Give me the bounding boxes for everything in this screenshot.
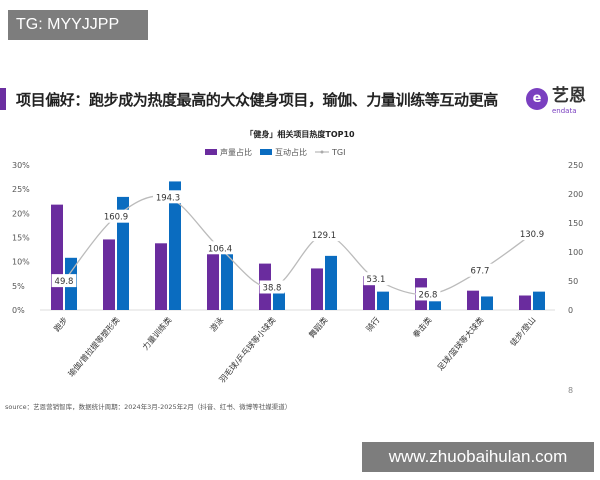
legend-marker-tgi [321, 151, 324, 154]
legend-label: 声量占比 [220, 147, 252, 157]
tgi-data-label: 38.8 [263, 283, 282, 293]
x-axis-category-label: 舞蹈类 [306, 315, 329, 340]
left-axis-tick: 15% [12, 234, 30, 243]
source-note: source：艺恩营销智库，数据统计周期：2024年3月-2025年2月（抖音、… [5, 401, 291, 411]
legend-swatch-volume [205, 149, 217, 155]
x-axis-category-label: 游泳 [208, 315, 226, 334]
watermark-bottom: www.zhuobaihulan.com [362, 442, 594, 472]
legend-label: TGI [331, 148, 345, 157]
x-axis-category-label: 瑜伽/普拉提等塑形类 [66, 315, 122, 379]
bar-interaction-share [325, 256, 337, 310]
right-axis-tick: 50 [568, 277, 578, 286]
tgi-data-label: 129.1 [312, 231, 336, 241]
bar-interaction-share [377, 292, 389, 310]
bar-volume-share [103, 239, 115, 310]
tgi-line [64, 196, 532, 295]
bar-volume-share [155, 243, 167, 310]
bar-volume-share [207, 253, 219, 310]
bar-volume-share [467, 291, 479, 310]
tgi-data-label: 26.8 [419, 290, 438, 300]
page-number: 8 [568, 386, 573, 395]
legend-swatch-interaction [260, 149, 272, 155]
x-axis-category-label: 跑步 [52, 316, 69, 334]
bar-interaction-share [429, 301, 441, 310]
tgi-data-label: 67.7 [471, 267, 490, 277]
tgi-data-label: 194.3 [156, 193, 180, 203]
left-axis-tick: 5% [12, 282, 25, 291]
left-axis-tick: 0% [12, 306, 25, 315]
left-axis-tick: 20% [12, 209, 30, 218]
chart-title: 「健身」相关项目热度TOP10 [245, 129, 355, 139]
tgi-data-label: 130.9 [520, 230, 544, 240]
bar-interaction-share [273, 293, 285, 310]
bar-interaction-share [533, 292, 545, 310]
right-axis-tick: 100 [568, 248, 583, 257]
tgi-data-label: 106.4 [208, 244, 232, 254]
right-axis-tick: 200 [568, 190, 583, 199]
right-axis-tick: 250 [568, 161, 583, 170]
right-axis-tick: 0 [568, 306, 573, 315]
x-axis-category-label: 骑行 [364, 315, 382, 334]
left-axis-tick: 10% [12, 258, 30, 267]
bar-volume-share [519, 296, 531, 311]
legend-label: 互动占比 [275, 147, 307, 157]
x-axis-category-label: 拳击类 [410, 315, 433, 340]
x-axis-category-label: 力量训练类 [140, 315, 173, 352]
x-axis-category-label: 羽毛球/乒乓球等小球类 [217, 315, 278, 385]
left-axis-tick: 30% [12, 161, 30, 170]
bar-volume-share [311, 268, 323, 310]
x-axis-category-label: 徒步/登山 [508, 315, 538, 348]
right-axis-tick: 150 [568, 219, 583, 228]
bar-interaction-share [481, 296, 493, 310]
left-axis-tick: 25% [12, 185, 30, 194]
bar-volume-share [51, 205, 63, 310]
tgi-data-label: 53.1 [367, 275, 386, 285]
tgi-data-label: 49.8 [55, 277, 74, 287]
tgi-data-label: 160.9 [104, 213, 128, 223]
bar-interaction-share [221, 253, 233, 310]
x-axis-category-label: 足球/篮球等大球类 [435, 315, 486, 373]
